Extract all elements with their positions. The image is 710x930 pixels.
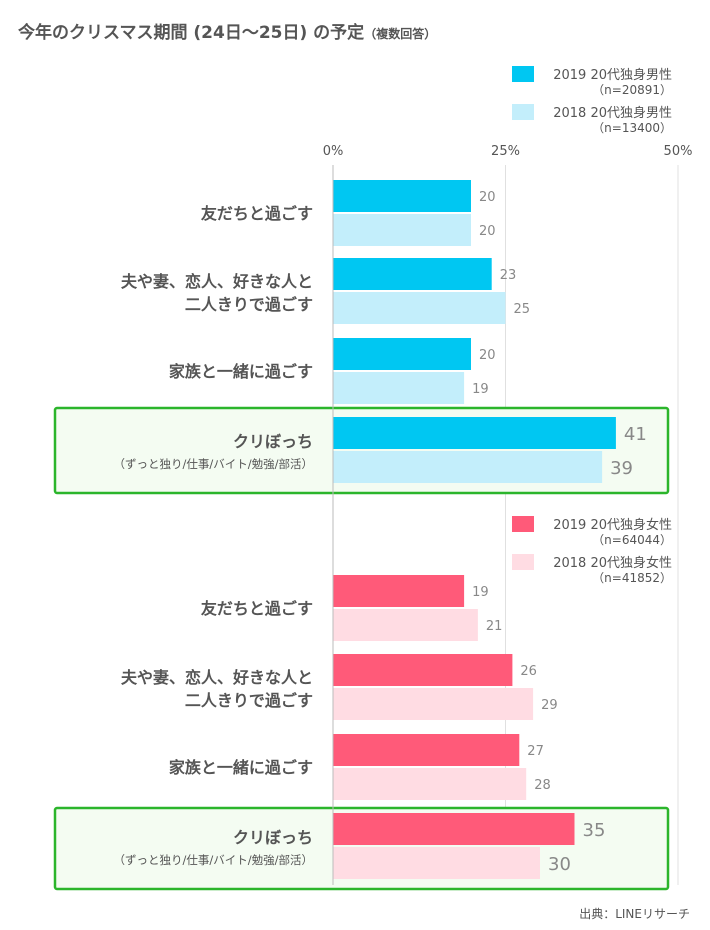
data-label: 19: [472, 382, 489, 397]
data-label: 35: [583, 820, 606, 841]
data-label: 23: [500, 268, 517, 283]
category-label: 二人きりで過ごす: [185, 295, 313, 314]
bar: [333, 688, 534, 720]
bar: [333, 372, 465, 404]
legend-label: 2019 20代独身女性: [553, 517, 672, 533]
data-label: 20: [479, 224, 496, 239]
data-label: 21: [486, 619, 503, 634]
legend-n: （n=41852）: [592, 571, 672, 585]
bar: [333, 258, 492, 290]
legend-swatch: [512, 516, 534, 532]
bar: [333, 292, 506, 324]
data-label: 26: [520, 664, 537, 679]
x-tick-label: 0%: [323, 144, 344, 159]
legend-label: 2019 20代独身男性: [553, 67, 672, 83]
data-label: 39: [610, 458, 633, 479]
data-label: 28: [534, 778, 551, 793]
legend-n: （n=64044）: [592, 533, 672, 547]
legend-swatch: [512, 66, 534, 82]
category-label: 夫や妻、恋人、好きな人と: [121, 668, 313, 687]
legend-swatch: [512, 104, 534, 120]
data-label: 30: [548, 854, 571, 875]
data-label: 19: [472, 585, 489, 600]
bar: [333, 417, 616, 449]
chart-title: 今年のクリスマス期間 (24日～25日) の予定（複数回答）: [18, 18, 436, 43]
category-label: 友だちと過ごす: [201, 599, 313, 618]
data-label: 27: [527, 744, 544, 759]
bar: [333, 768, 527, 800]
legend-label: 2018 20代独身女性: [553, 555, 672, 571]
source-credit: 出典：LINEリサーチ: [579, 907, 690, 921]
data-label: 41: [624, 424, 647, 445]
legend-n: （n=20891）: [592, 83, 672, 97]
chart-title-text: 今年のクリスマス期間 (24日～25日) の予定: [18, 23, 365, 43]
bar: [333, 338, 471, 370]
category-label: クリぼっち: [233, 828, 313, 847]
data-label: 20: [479, 190, 496, 205]
x-tick-label: 50%: [664, 144, 693, 159]
bar: [333, 451, 603, 483]
category-label: 家族と一緒に過ごす: [169, 362, 313, 381]
bar: [333, 180, 471, 212]
category-sublabel: （ずっと独り/仕事/バイト/勉強/部活）: [114, 457, 314, 471]
x-tick-label: 25%: [491, 144, 520, 159]
data-label: 29: [541, 698, 558, 713]
bar: [333, 654, 513, 686]
bar: [333, 813, 575, 845]
chart-title-note: （複数回答）: [364, 27, 437, 41]
bar: [333, 575, 465, 607]
category-label: 友だちと過ごす: [201, 204, 313, 223]
category-label: 夫や妻、恋人、好きな人と: [121, 272, 313, 291]
legend-label: 2018 20代独身男性: [553, 105, 672, 121]
legend-n: （n=13400）: [592, 121, 672, 135]
category-sublabel: （ずっと独り/仕事/バイト/勉強/部活）: [114, 853, 314, 867]
category-label: 二人きりで過ごす: [185, 691, 313, 710]
data-label: 20: [479, 348, 496, 363]
bar: [333, 734, 520, 766]
bar: [333, 214, 471, 246]
data-label: 25: [514, 302, 531, 317]
category-label: 家族と一緒に過ごす: [169, 758, 313, 777]
category-label: クリぼっち: [233, 432, 313, 451]
legend-swatch: [512, 554, 534, 570]
bar: [333, 847, 540, 879]
bar: [333, 609, 478, 641]
